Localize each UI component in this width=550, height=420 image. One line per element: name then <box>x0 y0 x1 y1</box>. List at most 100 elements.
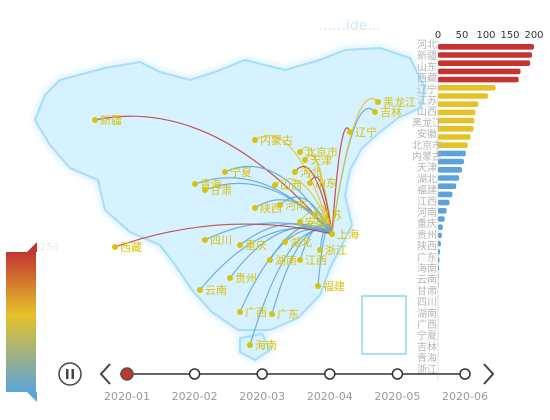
province-point[interactable] <box>237 242 243 248</box>
province-point[interactable] <box>282 239 288 245</box>
bar[interactable] <box>438 232 442 239</box>
bar-category-label: 浙江 <box>417 364 437 376</box>
province-point[interactable] <box>297 149 303 155</box>
province-point[interactable] <box>227 275 233 281</box>
bar[interactable] <box>438 93 488 99</box>
visual-map-bar[interactable] <box>6 252 36 392</box>
province-point[interactable] <box>277 202 283 208</box>
bar[interactable] <box>438 224 443 230</box>
province-label: 宁夏 <box>230 165 252 179</box>
bar[interactable] <box>438 175 460 181</box>
bar-category-label: 四川 <box>417 298 437 309</box>
bar[interactable] <box>438 85 496 91</box>
bar-category-label: 内蒙古 <box>412 150 442 163</box>
province-label: 湖北 <box>290 236 312 249</box>
timeline-point[interactable] <box>188 368 201 380</box>
province-point[interactable] <box>272 182 278 188</box>
bar[interactable] <box>438 68 521 75</box>
bar[interactable] <box>438 240 441 247</box>
bar-category-label: 黑龙江 <box>412 116 442 129</box>
bar[interactable] <box>438 101 479 107</box>
timeline-point[interactable] <box>256 368 268 380</box>
timeline-points: 2020-01 2020-02 2020-03 2020-04 2020-05 2020-… <box>104 367 488 403</box>
timeline-point[interactable] <box>459 368 471 380</box>
bar[interactable] <box>438 134 471 140</box>
bar[interactable] <box>438 44 534 50</box>
province-point[interactable] <box>347 129 353 135</box>
province-label: 海南 <box>255 338 277 352</box>
province-point[interactable] <box>375 99 381 105</box>
bar-category-label: 湖北 <box>417 173 437 185</box>
province-point[interactable] <box>202 187 208 193</box>
province-point[interactable] <box>312 212 318 218</box>
bar-category-label: 甘肃 <box>417 284 437 297</box>
bar-category-label: 北京市 <box>412 139 442 152</box>
province-point[interactable] <box>307 180 313 186</box>
chevron-left-icon[interactable] <box>99 363 111 385</box>
visual-map-top-handle[interactable] <box>27 242 37 252</box>
province-point[interactable] <box>92 117 98 123</box>
province-point[interactable] <box>252 137 258 143</box>
bar[interactable] <box>438 216 445 222</box>
bar[interactable] <box>438 208 447 214</box>
province-label: 广东 <box>277 308 299 321</box>
bar-category-label: 河南 <box>417 206 437 219</box>
flow-line <box>204 182 333 235</box>
bar-category-label: 贵州 <box>417 228 437 241</box>
province-point[interactable] <box>269 311 275 317</box>
bar[interactable] <box>438 158 464 165</box>
flow-line <box>271 228 333 315</box>
province-point[interactable] <box>222 169 228 175</box>
province-label: 陕西 <box>260 201 282 215</box>
bar-tick-label: 200 <box>524 30 543 41</box>
bar[interactable] <box>438 52 533 58</box>
province-point[interactable] <box>202 237 208 243</box>
province-point[interactable] <box>252 205 258 211</box>
timeline-point[interactable] <box>391 368 404 380</box>
province-point[interactable] <box>372 109 378 115</box>
bar[interactable] <box>438 60 531 66</box>
visual-map-bottom-handle[interactable] <box>27 392 37 402</box>
timeline-point[interactable] <box>324 368 336 380</box>
province-point[interactable] <box>192 181 198 187</box>
bar-tick-label: 150 <box>500 30 519 41</box>
bar[interactable] <box>438 126 474 132</box>
bar[interactable] <box>438 257 440 263</box>
province-point[interactable] <box>292 169 298 175</box>
province-point[interactable] <box>297 257 303 263</box>
timeline-point[interactable] <box>120 367 134 381</box>
province-point[interactable] <box>317 247 323 253</box>
province-point[interactable] <box>297 219 303 225</box>
flow-line <box>249 229 333 346</box>
bar[interactable] <box>438 109 476 116</box>
bar[interactable] <box>438 183 457 189</box>
bar[interactable] <box>438 117 475 124</box>
bar-category-label: 广东 <box>417 251 437 264</box>
province-point[interactable] <box>247 342 253 348</box>
bar[interactable] <box>438 76 519 83</box>
province-point[interactable] <box>302 157 308 163</box>
bar[interactable] <box>438 167 462 173</box>
province-point[interactable] <box>112 244 118 250</box>
bar-category-label: 海南 <box>417 262 437 275</box>
province-label: 西藏 <box>120 241 142 254</box>
bar[interactable] <box>438 142 468 148</box>
bar[interactable] <box>438 191 453 198</box>
timeline <box>58 362 495 386</box>
province-point[interactable] <box>237 309 243 315</box>
bar[interactable] <box>438 249 440 255</box>
bar[interactable] <box>438 265 439 271</box>
timeline-label: 2020-03 <box>239 390 285 403</box>
province-point[interactable] <box>197 287 203 293</box>
bar[interactable] <box>438 150 466 157</box>
province-point[interactable] <box>267 257 273 263</box>
flow-line <box>331 97 379 235</box>
south-china-sea-inset <box>361 295 407 355</box>
province-point[interactable] <box>329 231 335 237</box>
province-point[interactable] <box>315 283 321 289</box>
play-pause-button[interactable] <box>58 362 82 386</box>
bar[interactable] <box>438 199 450 206</box>
chevron-right-icon[interactable] <box>483 363 495 385</box>
flow-line <box>224 165 333 235</box>
province-label: 北京市 <box>305 145 338 159</box>
